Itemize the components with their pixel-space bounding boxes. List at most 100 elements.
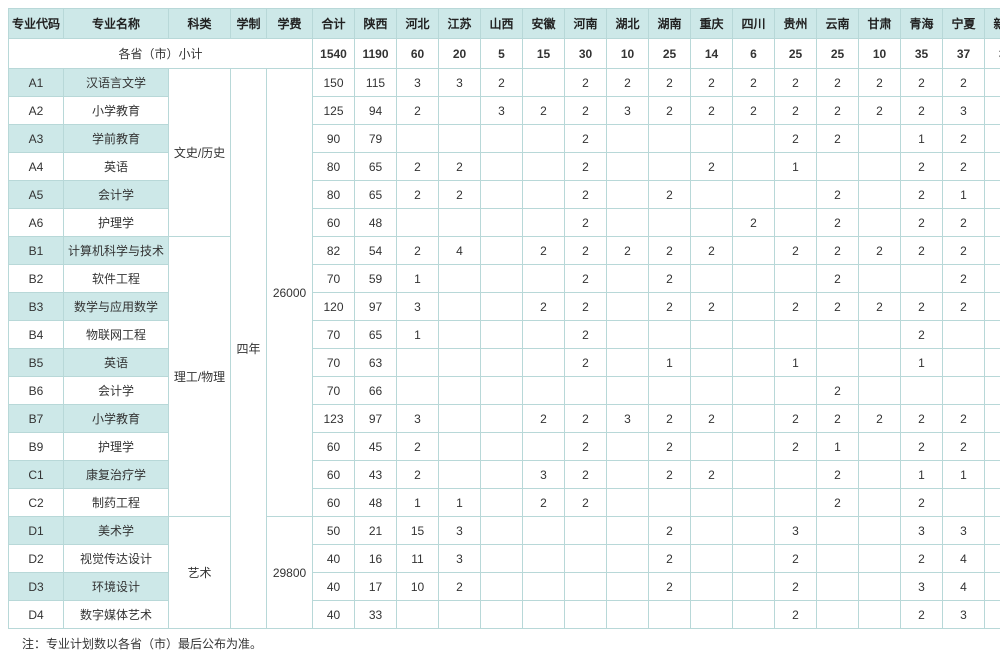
cell-value: 3 [523, 461, 565, 489]
cell-value: 50 [313, 517, 355, 545]
cell-value: 2 [859, 237, 901, 265]
cell-value: 2 [649, 573, 691, 601]
cell-value: 2 [943, 265, 985, 293]
cell-value: 2 [649, 545, 691, 573]
cell-value: 2 [565, 433, 607, 461]
cell-value: 2 [817, 293, 859, 321]
cell-value [817, 349, 859, 377]
cell-value [523, 265, 565, 293]
cell-value [523, 517, 565, 545]
cell-value: 2 [901, 69, 943, 97]
cell-value [775, 489, 817, 517]
cell-value [775, 377, 817, 405]
cell-value [439, 349, 481, 377]
cell-value: 48 [355, 489, 397, 517]
cell-value: 2 [817, 405, 859, 433]
cell-value: 2 [565, 461, 607, 489]
cell-code: A5 [9, 181, 64, 209]
cell-value: 2 [565, 293, 607, 321]
cell-value: 2 [565, 265, 607, 293]
cell-value: 54 [355, 237, 397, 265]
cell-code: B5 [9, 349, 64, 377]
cell-value: 2 [775, 69, 817, 97]
cell-value [649, 153, 691, 181]
cell-value: 123 [313, 405, 355, 433]
subtotal-cell: 30 [565, 39, 607, 69]
cell-value: 2 [439, 573, 481, 601]
cell-value: 2 [985, 237, 1000, 265]
table-body: 各省（市）小计 15401190602051530102514625251035… [9, 39, 1000, 629]
cell-name: 数学与应用数学 [64, 293, 169, 321]
cell-value: 2 [775, 293, 817, 321]
cell-value [775, 321, 817, 349]
cell-value [481, 489, 523, 517]
table-row: A3学前教育9079222122 [9, 125, 1000, 153]
cell-value [817, 321, 859, 349]
cell-category: 理工/物理 [169, 237, 231, 517]
cell-value: 59 [355, 265, 397, 293]
cell-value: 2 [943, 293, 985, 321]
cell-value [649, 377, 691, 405]
cell-value [943, 377, 985, 405]
cell-value: 1 [775, 153, 817, 181]
cell-value: 1 [397, 321, 439, 349]
cell-value [733, 517, 775, 545]
cell-value [481, 181, 523, 209]
cell-value [607, 349, 649, 377]
subtotal-cell: 1190 [355, 39, 397, 69]
th-province: 合计 [313, 9, 355, 39]
table-row: D3环境设计40171022234 [9, 573, 1000, 601]
subtotal-cell: 5 [481, 39, 523, 69]
cell-value: 2 [985, 181, 1000, 209]
table-row: B1计算机科学与技术理工/物理82542422222222222 [9, 237, 1000, 265]
cell-value [607, 293, 649, 321]
th-province: 河北 [397, 9, 439, 39]
cell-value: 2 [943, 405, 985, 433]
cell-value: 60 [313, 489, 355, 517]
cell-value: 2 [901, 433, 943, 461]
cell-value: 2 [649, 265, 691, 293]
cell-value: 2 [691, 153, 733, 181]
cell-value: 1 [775, 349, 817, 377]
cell-value: 2 [649, 517, 691, 545]
cell-value: 125 [313, 97, 355, 125]
cell-value: 2 [397, 461, 439, 489]
cell-value [733, 321, 775, 349]
cell-value [859, 153, 901, 181]
cell-value [943, 349, 985, 377]
cell-value: 2 [397, 97, 439, 125]
subtotal-cell: 25 [775, 39, 817, 69]
cell-value [943, 489, 985, 517]
cell-value [607, 377, 649, 405]
cell-value: 120 [313, 293, 355, 321]
cell-value [607, 461, 649, 489]
cell-value [985, 321, 1000, 349]
cell-value: 2 [523, 293, 565, 321]
cell-value [481, 237, 523, 265]
cell-value: 2 [439, 153, 481, 181]
cell-value [901, 265, 943, 293]
cell-value: 2 [901, 489, 943, 517]
cell-value [733, 405, 775, 433]
cell-value: 2 [985, 153, 1000, 181]
cell-value [691, 377, 733, 405]
cell-value: 60 [313, 461, 355, 489]
cell-value [523, 377, 565, 405]
cell-value [649, 209, 691, 237]
cell-code: C1 [9, 461, 64, 489]
cell-value [523, 153, 565, 181]
table-row: B4物联网工程7065122 [9, 321, 1000, 349]
cell-value: 2 [985, 97, 1000, 125]
cell-value: 2 [985, 125, 1000, 153]
cell-value [481, 265, 523, 293]
cell-name: 软件工程 [64, 265, 169, 293]
cell-value [439, 405, 481, 433]
cell-value: 2 [649, 293, 691, 321]
cell-value: 2 [691, 405, 733, 433]
cell-value: 2 [523, 97, 565, 125]
subtotal-cell: 60 [397, 39, 439, 69]
cell-value: 2 [817, 209, 859, 237]
cell-value: 2 [859, 69, 901, 97]
cell-value: 2 [565, 97, 607, 125]
table-row: A1汉语言文学文史/历史四年2600015011533222222222222 [9, 69, 1000, 97]
